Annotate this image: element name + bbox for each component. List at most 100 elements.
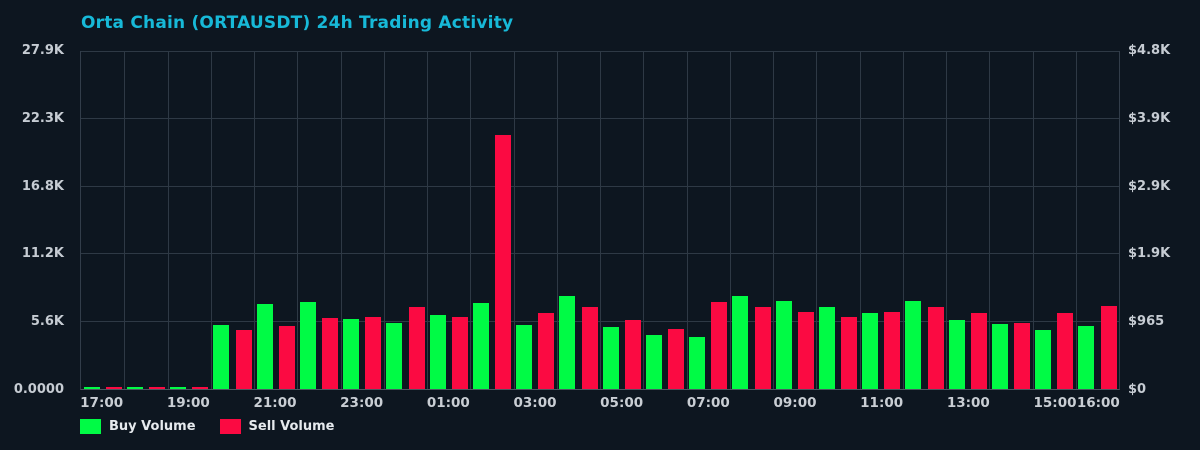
sell-bar	[797, 311, 814, 389]
y-tick-label-left: 27.9K	[21, 43, 64, 58]
bar-group-01:00	[427, 52, 470, 389]
x-axis-labels: 17:00 19:00 21:00 23:00 01:00 03:00 05:00 07:00…	[80, 395, 1120, 413]
sell-bar	[322, 317, 338, 389]
v-gridline	[383, 52, 385, 389]
sell-bar	[192, 387, 209, 389]
buy-bar	[83, 387, 100, 389]
v-gridline	[427, 52, 428, 389]
bar-group-17:00	[81, 52, 124, 389]
bar-group-08:00	[730, 52, 773, 389]
buy-bar	[299, 302, 316, 389]
x-tick-label: 17:00	[80, 395, 124, 411]
buy-volume-swatch	[80, 418, 101, 434]
buy-bar	[645, 334, 662, 389]
buy-bar	[818, 306, 835, 389]
v-gridline	[946, 52, 947, 389]
h-gridline	[81, 51, 1119, 52]
y-tick-label-left: 5.6K	[30, 314, 64, 330]
bar-group-04:00	[557, 52, 600, 389]
x-tick-label: 03:00	[513, 395, 557, 411]
bar-group-14:00	[989, 52, 1032, 389]
x-tick-label: 21:00	[253, 395, 297, 411]
buy-bar	[429, 315, 446, 389]
x-tick-label: 19:00	[166, 395, 210, 411]
v-gridline	[600, 52, 601, 389]
v-gridline	[686, 52, 688, 389]
buy-bar	[732, 296, 749, 389]
sell-bar	[365, 316, 382, 389]
bar-group-20:00	[211, 52, 254, 389]
bar-group-07:00	[687, 52, 730, 389]
bar-group-12:00	[903, 52, 946, 389]
v-gridline	[470, 52, 472, 389]
buy-bar	[343, 318, 359, 389]
bar-group-23:00	[341, 52, 384, 389]
v-gridline	[902, 52, 904, 389]
sell-bar	[278, 326, 295, 389]
y-axis-left: 0.0000 5.6K 11.2K 16.8K 22.3K 27.9K	[0, 0, 72, 450]
x-tick-label: 23:00	[340, 395, 384, 411]
v-gridline	[816, 52, 818, 389]
buy-bar	[472, 303, 489, 389]
v-gridline	[556, 52, 558, 389]
y-tick-label-left: 22.3K	[21, 110, 64, 126]
bar-group-18:00	[124, 52, 167, 389]
chart-title: Orta Chain (ORTAUSDT) 24h Trading Activi…	[81, 13, 514, 33]
buy-bar	[1035, 329, 1051, 389]
y-tick-label-right: $2.9K	[1128, 178, 1171, 194]
sell-bar	[581, 306, 598, 389]
bar-group-16:00	[1076, 52, 1119, 389]
sell-bar	[149, 387, 165, 389]
y-tick-label-left: 16.8K	[21, 178, 64, 194]
sell-bar	[408, 306, 425, 389]
bar-group-06:00	[643, 52, 686, 389]
bar-group-21:00	[254, 52, 297, 389]
v-gridline	[254, 52, 255, 389]
buy-bar	[126, 387, 143, 389]
v-gridline	[729, 52, 731, 389]
buy-bar	[991, 323, 1008, 389]
v-gridline	[340, 52, 342, 389]
buy-bar	[1078, 326, 1095, 389]
bar-group-03:00	[514, 52, 557, 389]
y-axis-right: $0 $965 $1.9K $2.9K $3.9K $4.8K	[1128, 0, 1200, 450]
x-tick-label: 13:00	[946, 395, 990, 411]
v-gridline	[513, 52, 515, 389]
sell-bar	[884, 311, 901, 389]
legend-item-sell: Sell Volume	[219, 418, 335, 434]
bar-group-13:00	[946, 52, 989, 389]
sell-bar	[754, 306, 771, 389]
bar-group-05:00	[600, 52, 643, 389]
v-gridline	[167, 52, 169, 389]
sell-bar	[1100, 305, 1117, 389]
plot-area	[80, 51, 1120, 390]
buy-bar	[516, 324, 532, 389]
v-gridline	[989, 52, 991, 389]
v-gridline	[210, 52, 212, 389]
v-gridline	[859, 52, 861, 389]
sell-bar	[538, 312, 555, 389]
legend: Buy Volume Sell Volume	[80, 417, 335, 435]
sell-bar	[495, 135, 511, 389]
v-gridline	[297, 52, 299, 389]
y-tick-label-left: 11.2K	[21, 246, 64, 262]
y-tick-label-right: $1.9K	[1128, 246, 1171, 262]
x-tick-label: 09:00	[773, 395, 817, 411]
v-gridline	[773, 52, 774, 389]
bar-group-10:00	[816, 52, 859, 389]
sell-bar	[105, 387, 122, 389]
buy-bar	[386, 322, 403, 389]
buy-bar	[948, 320, 965, 389]
buy-bar	[689, 337, 705, 389]
x-tick-label: 07:00	[686, 395, 730, 411]
v-gridline	[643, 52, 645, 389]
sell-bar	[668, 328, 684, 389]
buy-bar	[256, 304, 273, 389]
bars-layer	[81, 52, 1119, 389]
buy-bar	[905, 300, 922, 389]
x-tick-label: 01:00	[426, 395, 470, 411]
v-gridline	[1032, 52, 1034, 389]
buy-bar	[213, 324, 230, 389]
v-gridline	[124, 52, 126, 389]
y-tick-label-right: $0	[1128, 382, 1147, 397]
